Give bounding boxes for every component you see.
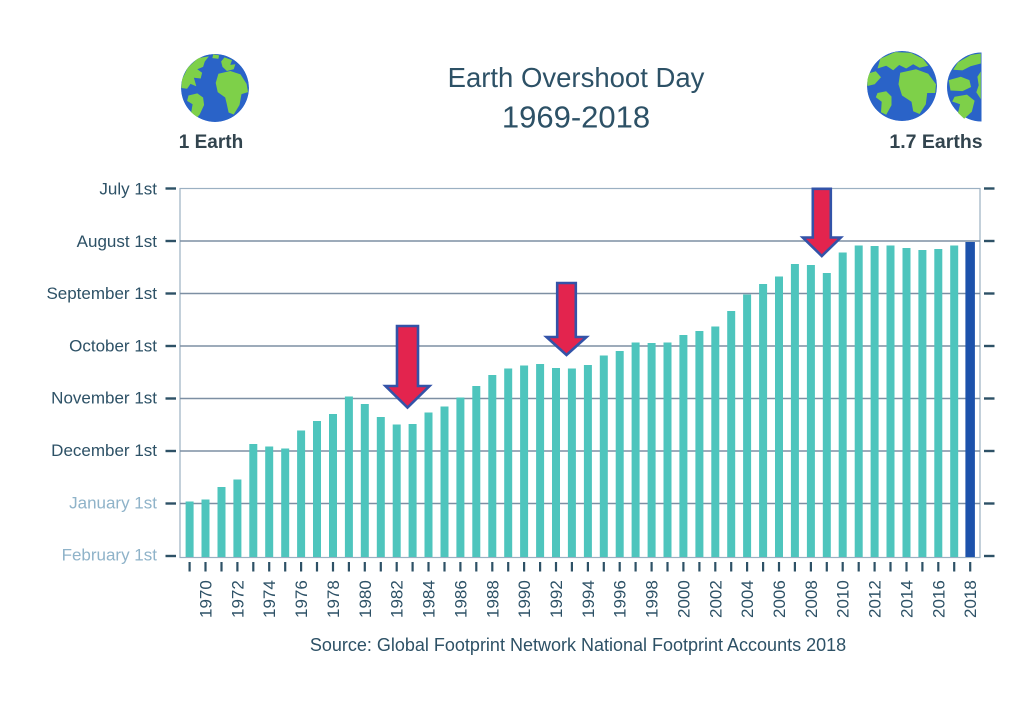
svg-text:1976: 1976 xyxy=(292,580,311,618)
svg-text:2016: 2016 xyxy=(929,580,948,618)
svg-text:2012: 2012 xyxy=(866,580,885,618)
svg-text:September 1st: September 1st xyxy=(46,284,157,303)
svg-text:Source: Global Footprint Netwo: Source: Global Footprint Network Nationa… xyxy=(310,635,846,655)
svg-text:January 1st: January 1st xyxy=(69,493,157,512)
svg-text:2000: 2000 xyxy=(674,580,693,618)
svg-text:1982: 1982 xyxy=(388,580,407,618)
svg-text:1992: 1992 xyxy=(547,580,566,618)
svg-text:Earth Overshoot Day: Earth Overshoot Day xyxy=(448,62,705,93)
svg-text:2010: 2010 xyxy=(834,580,853,618)
svg-text:2004: 2004 xyxy=(738,580,757,618)
svg-text:July 1st: July 1st xyxy=(99,180,157,199)
svg-text:2002: 2002 xyxy=(706,580,725,618)
svg-text:1990: 1990 xyxy=(515,580,534,618)
svg-text:1996: 1996 xyxy=(611,580,630,618)
svg-text:1998: 1998 xyxy=(643,580,662,618)
svg-text:2014: 2014 xyxy=(898,580,917,618)
svg-text:2018: 2018 xyxy=(961,580,980,618)
svg-text:1972: 1972 xyxy=(228,580,247,618)
svg-text:1980: 1980 xyxy=(356,580,375,618)
svg-text:1.7 Earths: 1.7 Earths xyxy=(889,131,982,153)
svg-text:1994: 1994 xyxy=(579,580,598,618)
svg-text:1974: 1974 xyxy=(260,580,279,618)
svg-text:October 1st: October 1st xyxy=(69,336,157,355)
svg-text:1969-2018: 1969-2018 xyxy=(502,100,650,135)
svg-text:August 1st: August 1st xyxy=(77,232,158,251)
svg-text:1978: 1978 xyxy=(324,580,343,618)
svg-text:November 1st: November 1st xyxy=(51,389,157,408)
svg-text:1970: 1970 xyxy=(197,580,216,618)
svg-text:1988: 1988 xyxy=(483,580,502,618)
svg-text:1984: 1984 xyxy=(420,580,439,618)
svg-text:2008: 2008 xyxy=(802,580,821,618)
svg-text:February 1st: February 1st xyxy=(62,546,158,565)
svg-text:1 Earth: 1 Earth xyxy=(179,132,243,153)
svg-text:2006: 2006 xyxy=(770,580,789,618)
svg-text:December 1st: December 1st xyxy=(51,441,157,460)
svg-text:1986: 1986 xyxy=(451,580,470,618)
